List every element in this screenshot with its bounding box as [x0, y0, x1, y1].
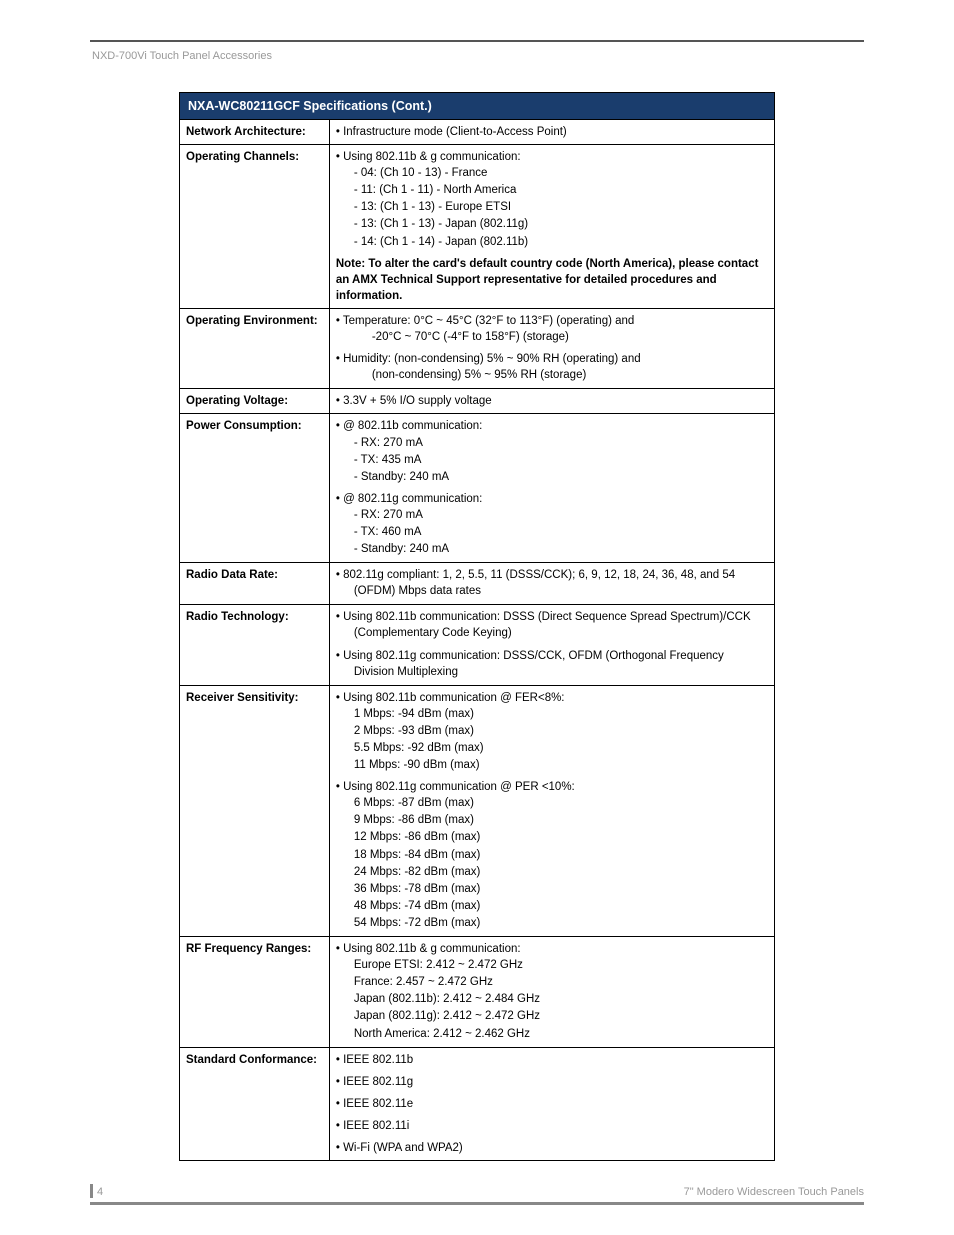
spec-label: Operating Channels: — [180, 145, 330, 309]
spec-label: Standard Conformance: — [180, 1047, 330, 1160]
indent2-line: -20°C ~ 70°C (-4°F to 158°F) (storage) — [336, 329, 768, 345]
spec-label: Operating Environment: — [180, 308, 330, 388]
indent-line: (OFDM) Mbps data rates — [336, 583, 768, 599]
spec-value: • 802.11g compliant: 1, 2, 5.5, 11 (DSSS… — [329, 563, 774, 605]
indent-line: - TX: 435 mA — [336, 452, 768, 468]
indent-line: - RX: 270 mA — [336, 435, 768, 451]
indent-line: 11 Mbps: -90 dBm (max) — [336, 757, 768, 773]
table-row: Receiver Sensitivity:• Using 802.11b com… — [180, 685, 775, 936]
spec-value: • Infrastructure mode (Client-to-Access … — [329, 120, 774, 145]
bullet-line: • Using 802.11b & g communication: — [336, 941, 768, 957]
indent-line: 24 Mbps: -82 dBm (max) — [336, 864, 768, 880]
top-border — [90, 40, 864, 42]
indent-line: - 11: (Ch 1 - 11) - North America — [336, 182, 768, 198]
bullet-line: • Using 802.11b communication @ FER<8%: — [336, 690, 768, 706]
indent-line: Japan (802.11g): 2.412 ~ 2.472 GHz — [336, 1008, 768, 1024]
indent-line: 5.5 Mbps: -92 dBm (max) — [336, 740, 768, 756]
spec-value: • Using 802.11b & g communication:- 04: … — [329, 145, 774, 309]
spec-label: Radio Technology: — [180, 605, 330, 685]
footer: 4 7" Modero Widescreen Touch Panels — [90, 1184, 864, 1205]
spec-label: Receiver Sensitivity: — [180, 685, 330, 936]
spec-value: • IEEE 802.11b • IEEE 802.11g • IEEE 802.1… — [329, 1047, 774, 1160]
table-row: Operating Environment: • Temperature: 0°C… — [180, 308, 775, 388]
bullet-line: • 802.11g compliant: 1, 2, 5.5, 11 (DSSS… — [336, 567, 768, 583]
indent-line: France: 2.457 ~ 2.472 GHz — [336, 974, 768, 990]
indent-line: 2 Mbps: -93 dBm (max) — [336, 723, 768, 739]
page-number-wrap: 4 — [90, 1184, 103, 1198]
bullet-line: • Temperature: 0°C ~ 45°C (32°F to 113°F… — [336, 313, 768, 329]
indent-line: (Complementary Code Keying) — [336, 625, 768, 641]
indent-line: North America: 2.412 ~ 2.462 GHz — [336, 1026, 768, 1042]
bullet-line: • Infrastructure mode (Client-to-Access … — [336, 124, 768, 140]
table-title: NXA-WC80211GCF Specifications (Cont.) — [180, 93, 775, 120]
indent-line: - 04: (Ch 10 - 13) - France — [336, 165, 768, 181]
table-row: Operating Voltage: • 3.3V + 5% I/O supply… — [180, 389, 775, 414]
spec-label: RF Frequency Ranges: — [180, 937, 330, 1048]
bullet-line: • Using 802.11g communication: DSSS/CCK,… — [336, 648, 768, 664]
table-row: RF Frequency Ranges:• Using 802.11b & g … — [180, 937, 775, 1048]
spec-value: • 3.3V + 5% I/O supply voltage — [329, 389, 774, 414]
indent2-line: (non-condensing) 5% ~ 95% RH (storage) — [336, 367, 768, 383]
spec-label: Power Consumption: — [180, 414, 330, 563]
bullet-line: • @ 802.11b communication: — [336, 418, 768, 434]
table-row: Power Consumption:• @ 802.11b communicat… — [180, 414, 775, 563]
indent-line: - Standby: 240 mA — [336, 469, 768, 485]
indent-line: - RX: 270 mA — [336, 507, 768, 523]
indent-line: - Standby: 240 mA — [336, 541, 768, 557]
bullet-line: • @ 802.11g communication: — [336, 491, 768, 507]
bullet-line: • Using 802.11g communication @ PER <10%… — [336, 779, 768, 795]
spec-table: NXA-WC80211GCF Specifications (Cont.) Ne… — [179, 92, 775, 1161]
spec-label: Network Architecture: — [180, 120, 330, 145]
spec-label: Operating Voltage: — [180, 389, 330, 414]
bullet-line: • Humidity: (non-condensing) 5% ~ 90% RH… — [336, 351, 768, 367]
page-bar-icon — [90, 1184, 93, 1198]
table-row: Radio Data Rate: • 802.11g compliant: 1, … — [180, 563, 775, 605]
table-row: Operating Channels:• Using 802.11b & g c… — [180, 145, 775, 309]
spec-label: Radio Data Rate: — [180, 563, 330, 605]
page-number: 4 — [97, 1186, 103, 1198]
bullet-line: • Wi-Fi (WPA and WPA2) — [336, 1140, 768, 1156]
indent-line: Europe ETSI: 2.412 ~ 2.472 GHz — [336, 957, 768, 973]
indent-line: 12 Mbps: -86 dBm (max) — [336, 829, 768, 845]
indent-line: 1 Mbps: -94 dBm (max) — [336, 706, 768, 722]
spec-value: • Using 802.11b & g communication:Europe… — [329, 937, 774, 1048]
spec-value: • @ 802.11b communication:- RX: 270 mA- … — [329, 414, 774, 563]
table-row: Network Architecture: • Infrastructure mo… — [180, 120, 775, 145]
indent-line: 9 Mbps: -86 dBm (max) — [336, 812, 768, 828]
indent-line: 54 Mbps: -72 dBm (max) — [336, 915, 768, 931]
bullet-line: • IEEE 802.11b — [336, 1052, 768, 1068]
bullet-line: • 3.3V + 5% I/O supply voltage — [336, 393, 768, 409]
note-block: Note: To alter the card's default countr… — [336, 256, 768, 304]
indent-line: Division Multiplexing — [336, 664, 768, 680]
indent-line: 18 Mbps: -84 dBm (max) — [336, 847, 768, 863]
bullet-line: • Using 802.11b & g communication: — [336, 149, 768, 165]
table-row: Standard Conformance:• IEEE 802.11b• IEE… — [180, 1047, 775, 1160]
breadcrumb: NXD-700Vi Touch Panel Accessories — [90, 50, 864, 62]
indent-line: - 13: (Ch 1 - 13) - Japan (802.11g) — [336, 216, 768, 232]
spec-value: • Using 802.11b communication: DSSS (Dir… — [329, 605, 774, 685]
bullet-line: • IEEE 802.11g — [336, 1074, 768, 1090]
indent-line: - TX: 460 mA — [336, 524, 768, 540]
indent-line: - 14: (Ch 1 - 14) - Japan (802.11b) — [336, 234, 768, 250]
indent-line: 48 Mbps: -74 dBm (max) — [336, 898, 768, 914]
indent-line: Japan (802.11b): 2.412 ~ 2.484 GHz — [336, 991, 768, 1007]
indent-line: - 13: (Ch 1 - 13) - Europe ETSI — [336, 199, 768, 215]
table-row: Radio Technology: • Using 802.11b communi… — [180, 605, 775, 685]
spec-value: • Temperature: 0°C ~ 45°C (32°F to 113°F… — [329, 308, 774, 388]
footer-text: 7" Modero Widescreen Touch Panels — [684, 1186, 864, 1198]
bullet-line: • IEEE 802.11i — [336, 1118, 768, 1134]
bullet-line: • Using 802.11b communication: DSSS (Dir… — [336, 609, 768, 625]
bullet-line: • IEEE 802.11e — [336, 1096, 768, 1112]
indent-line: 36 Mbps: -78 dBm (max) — [336, 881, 768, 897]
indent-line: 6 Mbps: -87 dBm (max) — [336, 795, 768, 811]
spec-value: • Using 802.11b communication @ FER<8%:1… — [329, 685, 774, 936]
